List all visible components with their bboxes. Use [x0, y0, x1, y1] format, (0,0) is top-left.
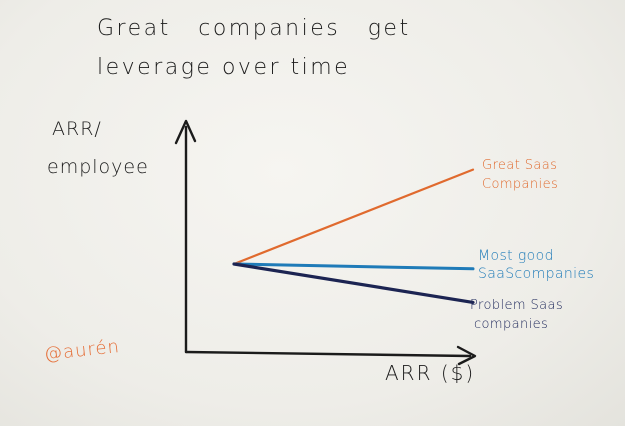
x-axis-arrowhead	[456, 345, 477, 366]
series-line-most-good	[232, 262, 475, 271]
series-label-great-line-1: Great Saas	[482, 158, 558, 173]
y-axis-arrowhead	[174, 119, 197, 145]
y-axis-label-line-2: employee	[47, 156, 149, 178]
series-label-most-good-line-2: SaaScompanies	[478, 266, 595, 282]
series-label-great-line-2: Companies	[482, 177, 559, 192]
series-line-great	[232, 168, 475, 266]
x-axis-line	[184, 350, 472, 358]
y-axis-label-line-1: ARR/	[52, 118, 102, 140]
title-line-2: leverage over time	[97, 55, 351, 80]
x-axis-label: ARR ($)	[385, 361, 476, 385]
title-line-1: Great companies get	[97, 16, 411, 41]
series-label-most-good-line-1: Most good	[478, 248, 554, 264]
series-line-problem	[232, 262, 475, 304]
series-label-problem-line-1: Problem Saas	[470, 298, 564, 313]
series-label-problem-line-2: companies	[474, 317, 549, 332]
